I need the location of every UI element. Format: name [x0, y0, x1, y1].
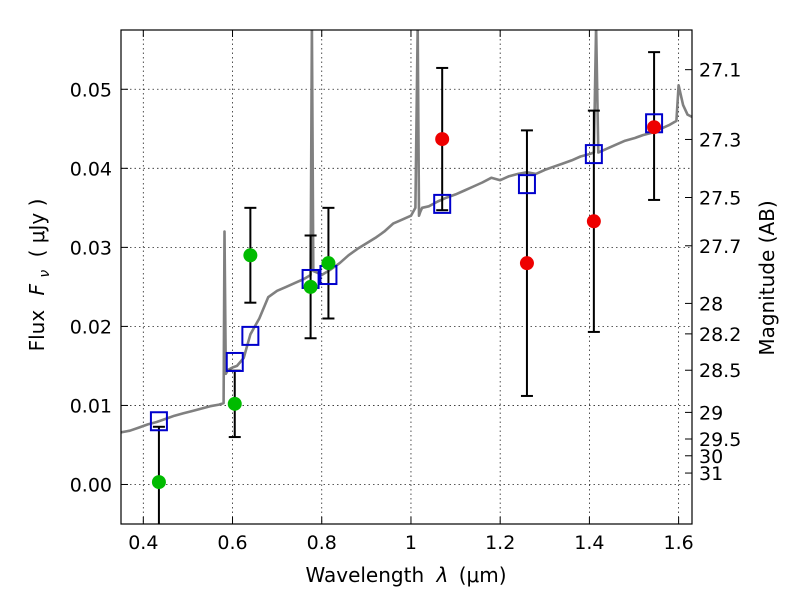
mag-tick-label: 31	[699, 463, 723, 485]
green-data-point	[321, 256, 336, 271]
green-data-point	[243, 248, 258, 263]
y-tick-label: 0.03	[70, 237, 112, 259]
x-tick-label: 0.8	[307, 532, 337, 554]
y-tick-label: 0.01	[70, 395, 112, 417]
mag-tick-label: 27.5	[699, 188, 741, 210]
model-box-point	[433, 193, 452, 214]
red-data-point	[586, 214, 601, 229]
plot-frame	[120, 29, 693, 525]
y-tick-label: 0.04	[70, 158, 112, 180]
mag-tick-label: 28	[699, 293, 723, 315]
axes-layer: 0.4 0.6 0.8 1 1.2 1.4 1.6 0.00 0.01 0.02 0.03 0.04 0…	[70, 29, 741, 554]
mag-tick-label: 27.7	[699, 236, 741, 258]
y-tick-label: 0.00	[70, 474, 112, 496]
mag-tick-label: 27.1	[699, 60, 741, 82]
y2-axis-title: Magnitude (AB)	[755, 200, 779, 355]
x-tick-label: 1.2	[485, 532, 515, 554]
model-box-point	[241, 325, 260, 346]
green-data-point	[227, 396, 242, 411]
x-tick-label: 1.6	[664, 532, 694, 554]
grid-layer	[121, 30, 692, 524]
model-box-point	[517, 174, 536, 195]
model-box-point	[149, 411, 168, 432]
model-box-point	[584, 144, 603, 165]
red-data-point	[647, 120, 662, 135]
x-tick-label: 0.4	[128, 532, 158, 554]
green-data-point	[151, 475, 166, 490]
mag-tick-label: 28.2	[699, 324, 741, 346]
mag-tick-label: 30	[699, 446, 723, 468]
marks-layer	[121, 30, 692, 524]
y-tick-label: 0.02	[70, 316, 112, 338]
mag-tick-label: 29	[699, 402, 723, 424]
y-tick-label: 0.05	[70, 79, 112, 101]
mag-tick-label: 27.3	[699, 129, 741, 151]
red-data-point	[519, 256, 534, 271]
mag-tick-label: 29.5	[699, 429, 741, 451]
mag-tick-label: 28.5	[699, 360, 741, 382]
green-data-point	[303, 279, 318, 294]
y-axis-title: Flux F ν ( μJy )	[25, 199, 54, 352]
model-box-point	[225, 351, 244, 372]
x-tick-label: 0.6	[217, 532, 247, 554]
x-tick-label: 1.4	[574, 532, 604, 554]
x-tick-label: 1	[405, 532, 417, 554]
spectrum-line	[121, 30, 692, 434]
red-data-point	[435, 132, 450, 147]
x-axis-title: Wavelength λ (μm)	[305, 563, 506, 587]
